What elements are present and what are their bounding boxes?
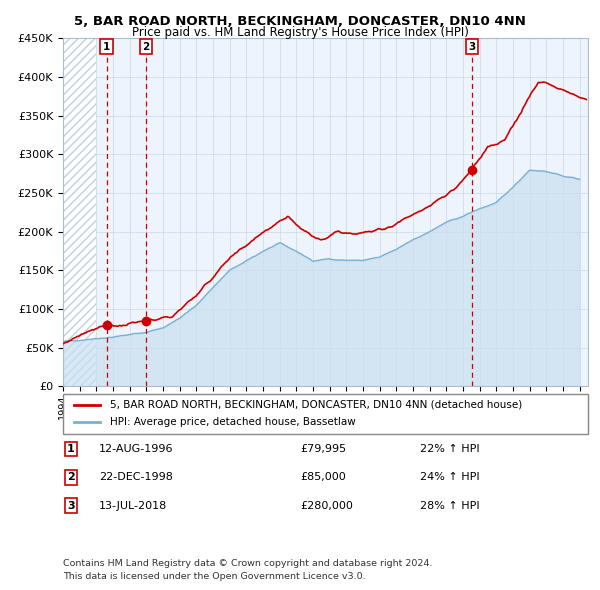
Text: 28% ↑ HPI: 28% ↑ HPI (420, 501, 479, 510)
Text: 3: 3 (67, 501, 74, 510)
Text: 3: 3 (468, 42, 475, 52)
Text: 2: 2 (142, 42, 149, 52)
Text: 22-DEC-1998: 22-DEC-1998 (99, 473, 173, 482)
Text: £79,995: £79,995 (300, 444, 346, 454)
Text: 24% ↑ HPI: 24% ↑ HPI (420, 473, 479, 482)
Text: £280,000: £280,000 (300, 501, 353, 510)
Text: 5, BAR ROAD NORTH, BECKINGHAM, DONCASTER, DN10 4NN: 5, BAR ROAD NORTH, BECKINGHAM, DONCASTER… (74, 15, 526, 28)
Text: 13-JUL-2018: 13-JUL-2018 (99, 501, 167, 510)
Text: 2: 2 (67, 473, 74, 482)
Text: This data is licensed under the Open Government Licence v3.0.: This data is licensed under the Open Gov… (63, 572, 365, 581)
Text: 12-AUG-1996: 12-AUG-1996 (99, 444, 173, 454)
FancyBboxPatch shape (63, 394, 588, 434)
Text: Price paid vs. HM Land Registry's House Price Index (HPI): Price paid vs. HM Land Registry's House … (131, 26, 469, 39)
Text: 1: 1 (103, 42, 110, 52)
Text: 1: 1 (67, 444, 74, 454)
Text: 22% ↑ HPI: 22% ↑ HPI (420, 444, 479, 454)
Text: Contains HM Land Registry data © Crown copyright and database right 2024.: Contains HM Land Registry data © Crown c… (63, 559, 433, 568)
Text: 5, BAR ROAD NORTH, BECKINGHAM, DONCASTER, DN10 4NN (detached house): 5, BAR ROAD NORTH, BECKINGHAM, DONCASTER… (110, 400, 523, 410)
Text: HPI: Average price, detached house, Bassetlaw: HPI: Average price, detached house, Bass… (110, 417, 356, 427)
Text: £85,000: £85,000 (300, 473, 346, 482)
